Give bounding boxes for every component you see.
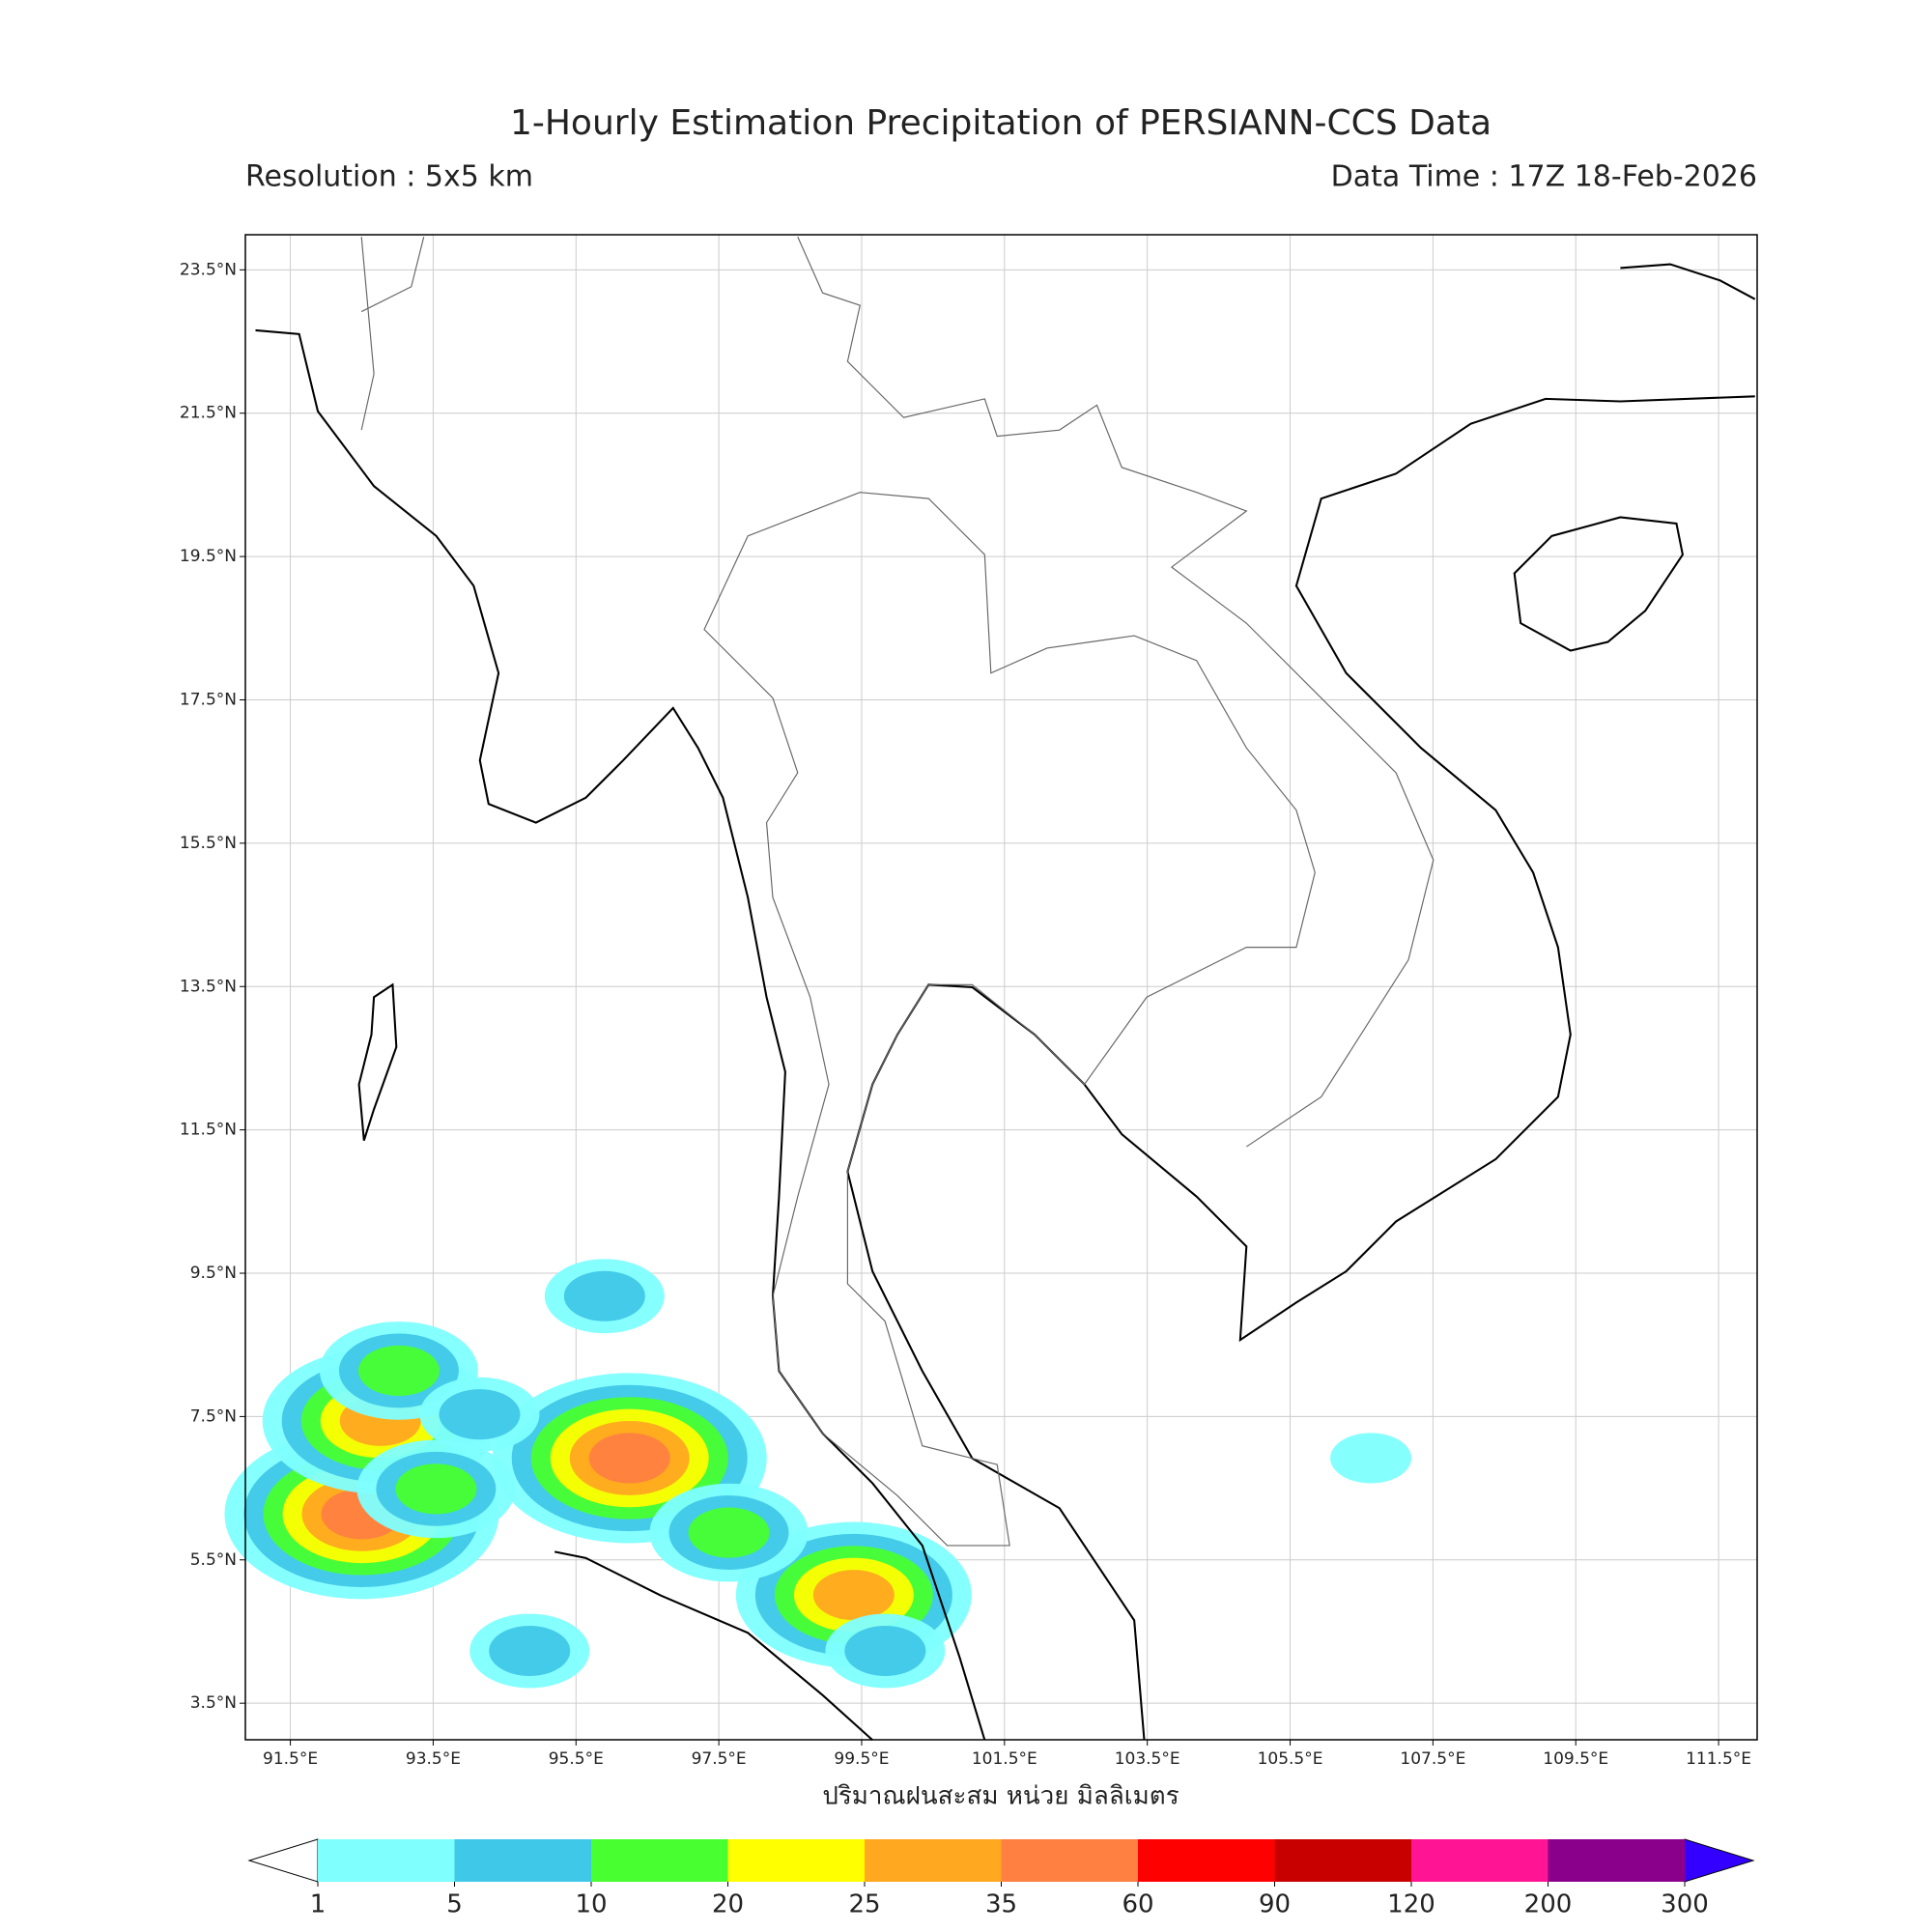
andaman-islands: [357, 982, 398, 1141]
rain-area: [395, 1463, 477, 1515]
colorbar-segment: [1411, 1839, 1548, 1882]
colorbar-segment: [1001, 1839, 1139, 1882]
title: 1-Hourly Estimation Precipitation of PER…: [510, 103, 1492, 143]
colorbar-segment: [1138, 1839, 1275, 1882]
colorbar-segment: [727, 1839, 866, 1882]
country-border: [797, 236, 1435, 1148]
rain-field: [224, 1259, 1412, 1689]
coastline: [1620, 263, 1756, 300]
rain-area: [489, 1625, 571, 1677]
rain-area: [588, 1433, 670, 1484]
colorbar-segment: [454, 1839, 592, 1882]
colorbar-tick-label: 10: [575, 1890, 607, 1919]
y-tick-label: 7.5°N: [190, 1406, 237, 1426]
y-tick-label: 3.5°N: [190, 1693, 237, 1713]
resolution: Resolution : 5x5 km: [245, 160, 533, 194]
x-tick-label: 99.5°E: [834, 1749, 889, 1769]
colorbar-tick-label: 90: [1259, 1890, 1291, 1919]
grid: [245, 235, 1757, 1740]
colorbar-tick-label: 20: [712, 1890, 744, 1919]
colorbar-segment: [865, 1839, 1002, 1882]
rain-area: [844, 1625, 926, 1677]
y-tick-label: 19.5°N: [180, 547, 237, 566]
colorbar: 1 5 10 20 25 35 60 90 120 200 300: [247, 1838, 1755, 1919]
x-tick-label: 97.5°E: [692, 1749, 747, 1769]
y-tick-label: 23.5°N: [180, 260, 237, 279]
data-time: Data Time : 17Z 18-Feb-2026: [1331, 160, 1757, 194]
colorbar-tick-label: 60: [1122, 1890, 1153, 1919]
x-tick-label: 111.5°E: [1686, 1749, 1751, 1769]
y-tick-label: 5.5°N: [190, 1550, 237, 1570]
colorbar-tick-label: 1: [310, 1890, 327, 1919]
colorbar-segment: [318, 1839, 455, 1882]
y-tick-label: 17.5°N: [180, 690, 237, 709]
coastline: [554, 1550, 873, 1742]
y-tick-label: 9.5°N: [190, 1264, 237, 1283]
coastlines: [255, 236, 1756, 1742]
colorbar-tick-label: 25: [848, 1890, 880, 1919]
coastline: [846, 395, 1755, 1741]
x-tick-label: 95.5°E: [549, 1749, 604, 1769]
x-tick-label: 107.5°E: [1400, 1749, 1465, 1769]
colorbar-segment: [1548, 1839, 1686, 1882]
rain-area: [688, 1507, 770, 1558]
colorbar-tick-label: 5: [446, 1890, 463, 1919]
y-tick-label: 13.5°N: [180, 977, 237, 996]
rain-area: [563, 1270, 645, 1321]
rain-area: [812, 1570, 895, 1621]
colorbar-tick-label: 300: [1661, 1890, 1709, 1919]
x-tick-label: 101.5°E: [972, 1749, 1037, 1769]
colorbar-tick-label: 35: [985, 1890, 1017, 1919]
x-tick-label: 105.5°E: [1258, 1749, 1323, 1769]
thailand-border: [703, 492, 1316, 1547]
colorbar-tick-label: 120: [1387, 1890, 1435, 1919]
colorbar-segment: [591, 1839, 728, 1882]
y-tick-label: 15.5°N: [180, 834, 237, 853]
rain-area: [1330, 1433, 1412, 1484]
x-tick-label: 103.5°E: [1115, 1749, 1180, 1769]
rain-area: [357, 1345, 440, 1396]
x-tick-label: 93.5°E: [406, 1749, 461, 1769]
x-tick-label: 109.5°E: [1543, 1749, 1608, 1769]
rain-area: [439, 1389, 521, 1440]
map-frame: [244, 234, 1758, 1741]
colorbar-label: ปริมาณฝนสะสม หน่วย มิลลิเมตร: [822, 1782, 1179, 1811]
colorbar-tick-label: 200: [1524, 1890, 1573, 1919]
hainan: [1513, 516, 1685, 652]
country-border: [360, 237, 425, 431]
y-tick-label: 21.5°N: [180, 404, 237, 423]
colorbar-segment: [1274, 1839, 1412, 1882]
y-tick-label: 11.5°N: [180, 1121, 237, 1140]
x-tick-label: 91.5°E: [263, 1749, 318, 1769]
